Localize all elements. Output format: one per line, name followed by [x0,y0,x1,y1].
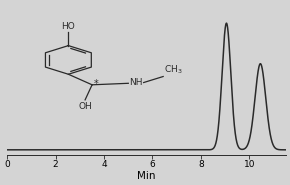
Text: *: * [93,79,98,89]
Text: CH$_3$: CH$_3$ [164,63,182,76]
X-axis label: Min: Min [137,171,156,181]
Text: OH: OH [78,102,92,111]
Text: HO: HO [61,21,75,31]
Text: NH: NH [129,78,143,87]
